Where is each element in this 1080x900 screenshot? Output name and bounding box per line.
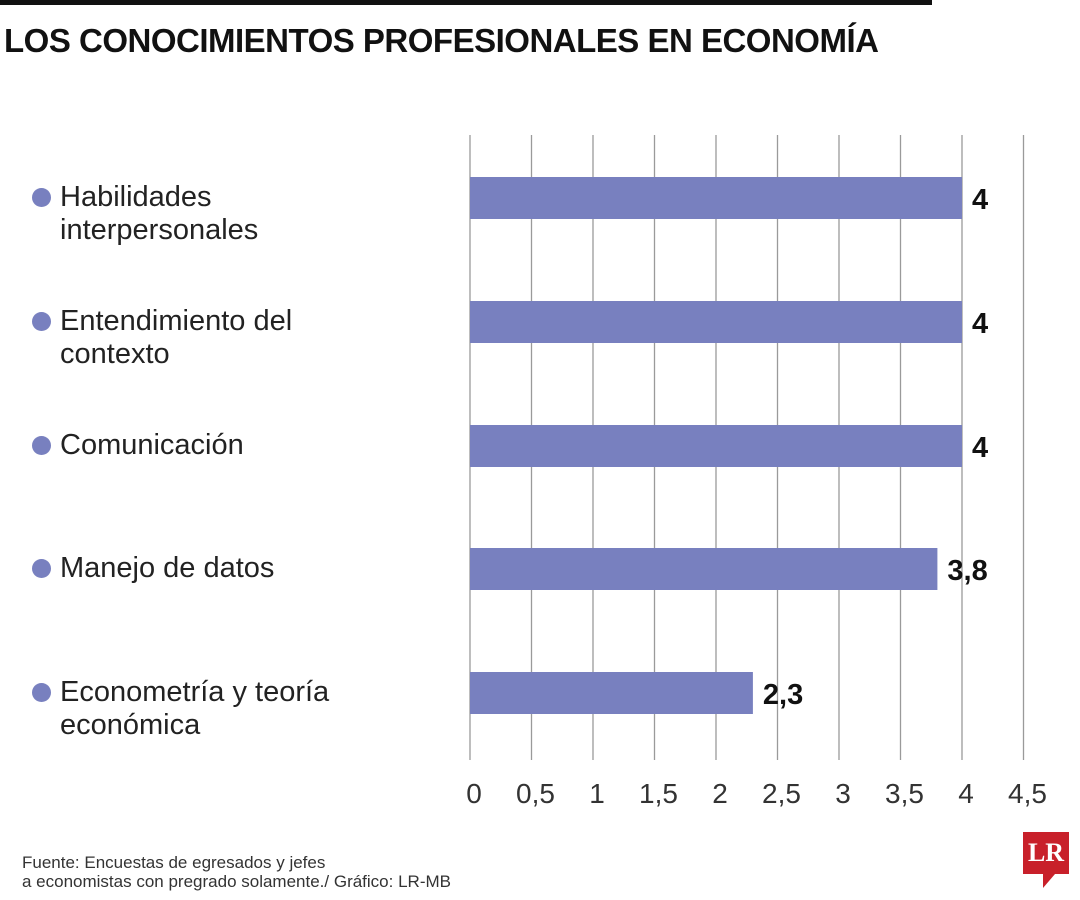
legend-dot-icon xyxy=(32,188,51,207)
source-line-2: a economistas con pregrado solamente./ G… xyxy=(22,872,451,891)
category-label: Econometría y teoría económica xyxy=(32,676,380,742)
bar xyxy=(470,672,753,714)
category-label: Manejo de datos xyxy=(32,552,274,585)
category-label: Habilidades interpersonales xyxy=(32,181,380,247)
x-tick-label: 2,5 xyxy=(762,778,801,809)
category-label: Entendimiento del contexto xyxy=(32,305,380,371)
x-tick-label: 0,5 xyxy=(516,778,555,809)
chart-title: LOS CONOCIMIENTOS PROFESIONALES EN ECONO… xyxy=(4,22,879,59)
data-label: 4 xyxy=(972,308,988,340)
bar xyxy=(470,548,938,590)
x-tick-label: 1,5 xyxy=(639,778,678,809)
source-note: Fuente: Encuestas de egresados y jefes a… xyxy=(22,853,451,891)
category-text: Comunicación xyxy=(60,429,244,461)
legend-dot-icon xyxy=(32,436,51,455)
category-text: Manejo de datos xyxy=(60,552,275,584)
x-tick-label: 2 xyxy=(712,778,728,809)
category-label: Comunicación xyxy=(32,429,244,462)
lr-logo: LR xyxy=(1023,832,1069,888)
data-label: 4 xyxy=(972,432,988,464)
data-label: 4 xyxy=(972,184,988,216)
data-label: 2,3 xyxy=(763,679,803,711)
category-text: Habilidades interpersonales xyxy=(60,181,259,246)
bar xyxy=(470,301,962,343)
data-label: 3,8 xyxy=(947,555,987,587)
category-text: Entendimiento del contexto xyxy=(60,305,293,370)
x-tick-label: 3,5 xyxy=(885,778,924,809)
x-tick-label: 0 xyxy=(466,778,482,809)
bar xyxy=(470,177,962,219)
category-text: Econometría y teoría económica xyxy=(60,676,330,741)
source-line-1: Fuente: Encuestas de egresados y jefes xyxy=(22,853,326,872)
x-tick-label: 4 xyxy=(958,778,974,809)
bar xyxy=(470,425,962,467)
top-rule xyxy=(0,0,932,5)
legend-dot-icon xyxy=(32,312,51,331)
x-tick-label: 3 xyxy=(835,778,851,809)
x-tick-label: 1 xyxy=(589,778,605,809)
legend-dot-icon xyxy=(32,683,51,702)
legend-dot-icon xyxy=(32,559,51,578)
x-tick-label: 4,5 xyxy=(1008,778,1047,809)
